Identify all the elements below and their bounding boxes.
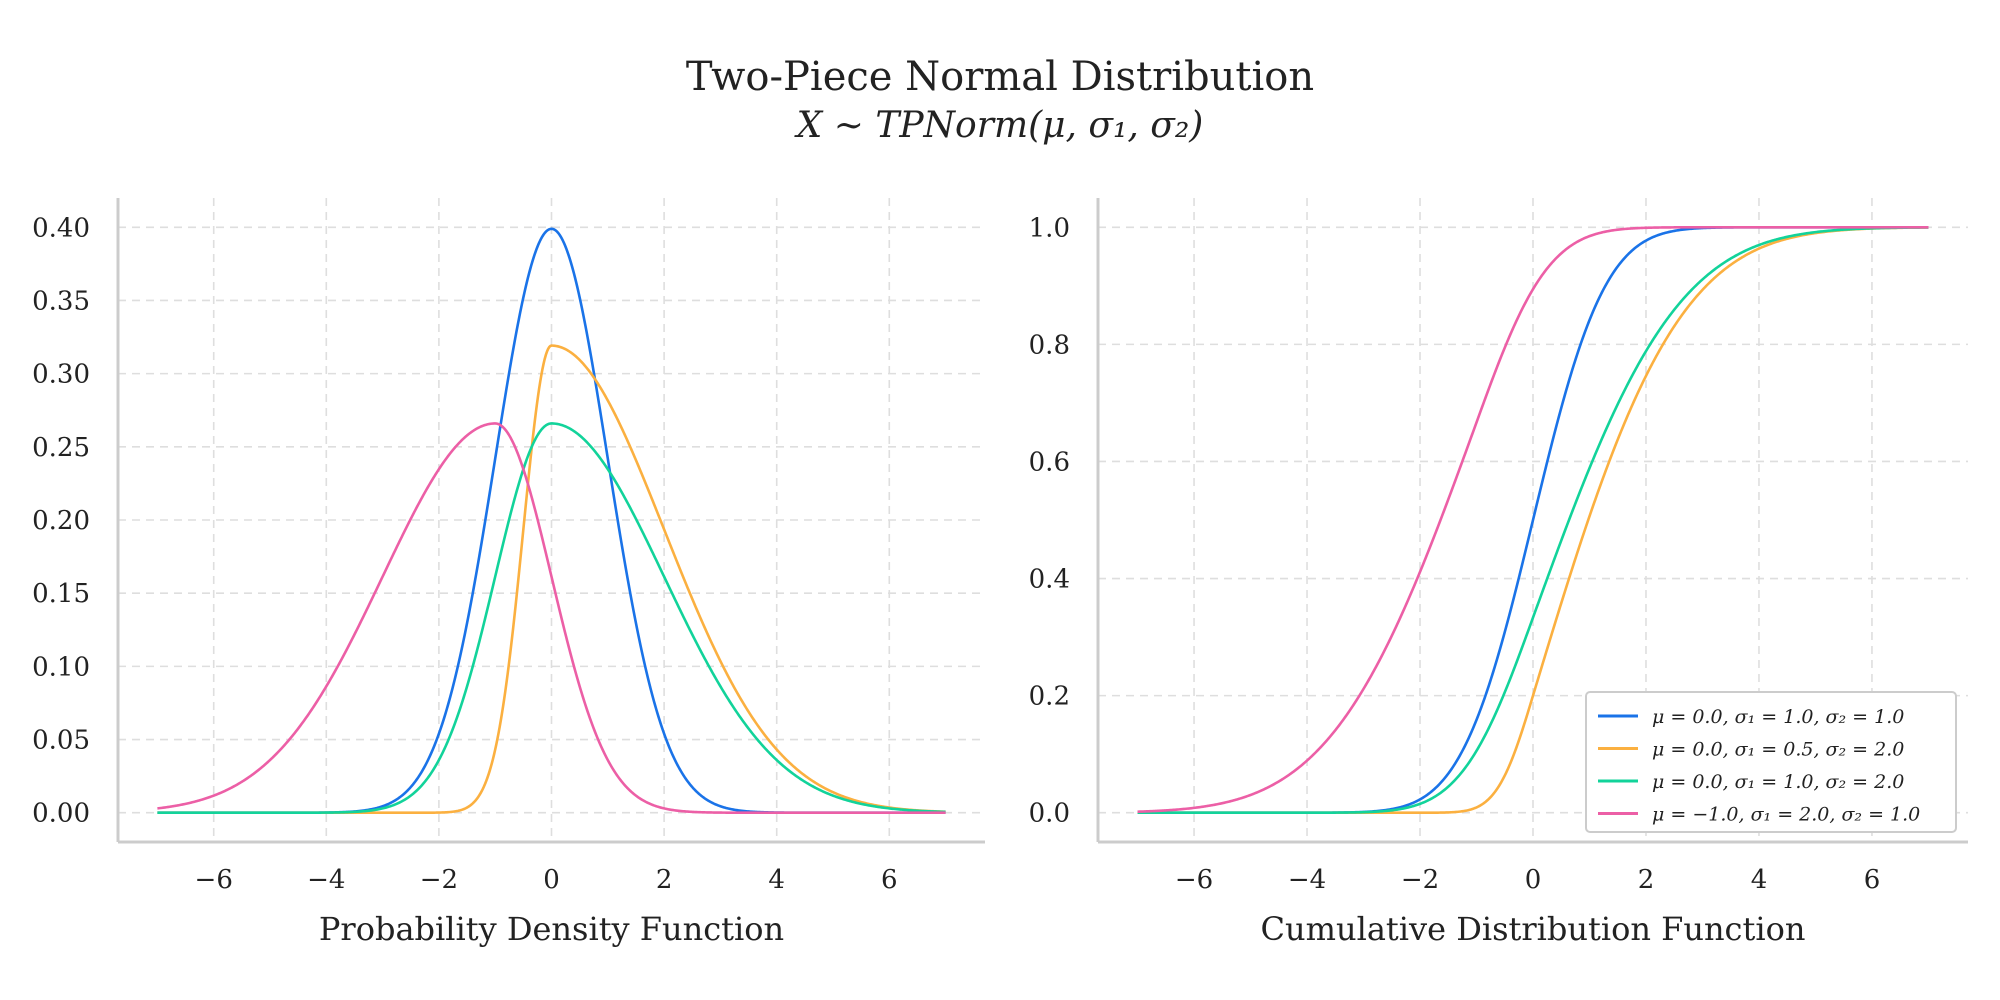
cdf-ytick-label: 0.0 bbox=[1029, 799, 1070, 829]
cdf-ytick-label: 0.8 bbox=[1029, 330, 1070, 360]
pdf-ytick-label: 0.25 bbox=[32, 433, 90, 463]
cdf-xtick-label: 4 bbox=[1751, 865, 1768, 895]
pdf-xtick-label: 0 bbox=[543, 865, 560, 895]
pdf-xtick-label: 6 bbox=[881, 865, 898, 895]
pdf-xtick-label: 2 bbox=[656, 865, 673, 895]
pdf-xtick-label: −6 bbox=[195, 865, 233, 895]
pdf-panel: −6 −4 −2 0 2 4 6 0.00 0.05 0.10 0.15 0.20 0.25 0.30 0.… bbox=[32, 198, 985, 948]
pdf-ytick-label: 0.00 bbox=[32, 799, 90, 829]
legend-label-3: μ = −1.0, σ₁ = 2.0, σ₂ = 1.0 bbox=[1652, 804, 1920, 826]
cdf-series-line-3 bbox=[1137, 225, 1929, 813]
cdf-panel: −6 −4 −2 0 2 4 6 0.0 0.2 0.4 0.6 0.8 1.0 Cumulative D… bbox=[1029, 198, 1968, 948]
title-block: Two-Piece Normal Distribution X ∼ TPNorm… bbox=[0, 52, 2000, 150]
cdf-xtick-label: −2 bbox=[1401, 865, 1439, 895]
pdf-ytick-label: 0.30 bbox=[32, 360, 90, 390]
pdf-ytick-label: 0.20 bbox=[32, 506, 90, 536]
cdf-xtick-label: 2 bbox=[1638, 865, 1655, 895]
pdf-xtick-label: −4 bbox=[307, 865, 345, 895]
cdf-xtick-label: 0 bbox=[1525, 865, 1542, 895]
cdf-ytick-label: 0.4 bbox=[1029, 565, 1070, 595]
pdf-ytick-label: 0.40 bbox=[32, 213, 90, 243]
cdf-ytick-label: 0.6 bbox=[1029, 447, 1070, 477]
legend-label-1: μ = 0.0, σ₁ = 0.5, σ₂ = 2.0 bbox=[1652, 739, 1904, 761]
cdf-ytick-label: 1.0 bbox=[1029, 213, 1070, 243]
pdf-ytick-label: 0.35 bbox=[32, 286, 90, 316]
legend-box bbox=[1585, 691, 1957, 833]
chart-subtitle: X ∼ TPNorm(μ, σ₁, σ₂) bbox=[796, 105, 1204, 146]
legend-label-0: μ = 0.0, σ₁ = 1.0, σ₂ = 1.0 bbox=[1652, 706, 1904, 728]
pdf-xtick-label: 4 bbox=[768, 865, 785, 895]
pdf-series-line-3 bbox=[157, 422, 946, 815]
cdf-ytick-label: 0.2 bbox=[1029, 682, 1070, 712]
chart-title: Two-Piece Normal Distribution bbox=[685, 54, 1315, 100]
pdf-ytick-label: 0.15 bbox=[32, 579, 90, 609]
pdf-ytick-label: 0.05 bbox=[32, 726, 90, 756]
cdf-series-line-2 bbox=[1137, 226, 1929, 815]
cdf-legend: μ = 0.0, σ₁ = 1.0, σ₂ = 1.0 μ = 0.0, σ₁ =… bbox=[1585, 691, 1957, 833]
pdf-xtick-label: −2 bbox=[420, 865, 458, 895]
cdf-xtick-label: −4 bbox=[1288, 865, 1326, 895]
legend-label-2: μ = 0.0, σ₁ = 1.0, σ₂ = 2.0 bbox=[1652, 771, 1904, 793]
cdf-xtick-label: −6 bbox=[1175, 865, 1213, 895]
pdf-series-line-2 bbox=[157, 422, 946, 815]
pdf-xlabel: Probability Density Function bbox=[319, 910, 784, 948]
cdf-xlabel: Cumulative Distribution Function bbox=[1261, 910, 1806, 948]
pdf-ytick-label: 0.10 bbox=[32, 652, 90, 682]
cdf-xtick-label: 6 bbox=[1864, 865, 1881, 895]
